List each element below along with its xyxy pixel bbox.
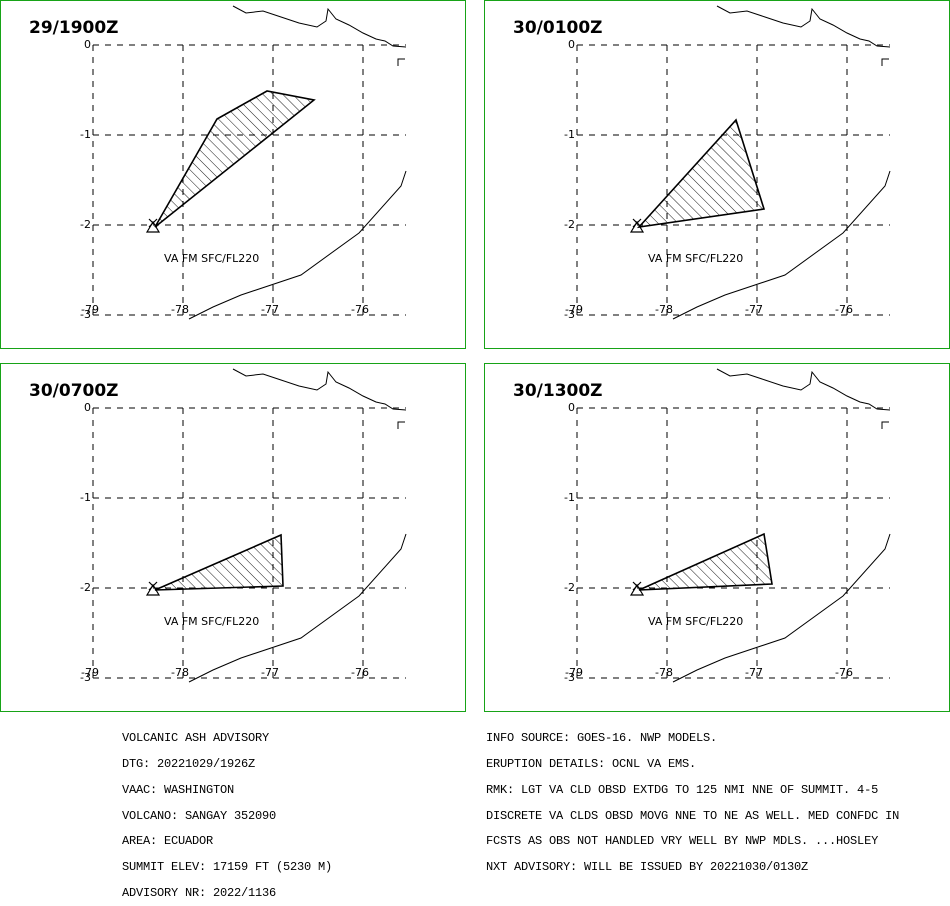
advisory-line: ERUPTION DETAILS: OCNL VA EMS. bbox=[486, 756, 697, 771]
volcano-symbol bbox=[629, 218, 645, 233]
border-line bbox=[672, 533, 891, 683]
coastline bbox=[232, 368, 407, 411]
y-tick-label: 0 bbox=[84, 38, 91, 51]
border-line bbox=[188, 533, 407, 683]
y-tick-label: -3 bbox=[80, 671, 91, 684]
advisory-line: VOLCANIC ASH ADVISORY bbox=[122, 731, 270, 746]
x-tick-label: -78 bbox=[655, 666, 673, 679]
map-panel-4: 30/1300Z VA FM SFC/FL220 0 -1 -2 -3 -79 … bbox=[484, 363, 950, 712]
y-tick-label: -3 bbox=[80, 308, 91, 321]
advisory-line: DTG: 20221029/1926Z bbox=[122, 756, 256, 771]
y-tick-label: 0 bbox=[568, 38, 575, 51]
x-tick-label: -78 bbox=[171, 666, 189, 679]
x-tick-label: -76 bbox=[351, 666, 369, 679]
coastline bbox=[716, 5, 891, 48]
volcano-symbol bbox=[145, 218, 161, 233]
ash-cloud-polygon bbox=[636, 118, 766, 229]
y-tick-label: 0 bbox=[568, 401, 575, 414]
map-panel-3: 30/0700Z VA FM SFC/FL220 0 -1 -2 -3 -79 … bbox=[0, 363, 466, 712]
advisory-line: DISCRETE VA CLDS OBSD MOVG NNE TO NE AS … bbox=[486, 808, 900, 823]
map-canvas bbox=[92, 5, 407, 320]
volcano-symbol bbox=[629, 581, 645, 596]
x-tick-label: -79 bbox=[565, 666, 583, 679]
x-tick-label: -77 bbox=[261, 666, 279, 679]
x-tick-label: -78 bbox=[171, 303, 189, 316]
advisory-line: VAAC: WASHINGTON bbox=[122, 782, 235, 797]
coastline-fragment bbox=[397, 421, 405, 429]
advisory-line: RMK: LGT VA CLD OBSD EXTDG TO 125 NMI NN… bbox=[486, 782, 879, 797]
grid-lines bbox=[576, 407, 890, 679]
y-tick-label: -1 bbox=[564, 128, 575, 141]
x-tick-label: -77 bbox=[745, 303, 763, 316]
panel-time-label: 30/0100Z bbox=[513, 18, 603, 38]
y-tick-label: -2 bbox=[564, 218, 575, 231]
y-tick-label: 0 bbox=[84, 401, 91, 414]
coastline-fragment bbox=[881, 421, 889, 429]
y-tick-label: -2 bbox=[564, 581, 575, 594]
y-tick-label: -1 bbox=[564, 491, 575, 504]
coastline-fragment bbox=[397, 58, 405, 66]
map-panel-1: 29/1900Z VA FM SFC/FL220 0 -1 -2 -3 -79 … bbox=[0, 0, 466, 349]
x-tick-label: -77 bbox=[745, 666, 763, 679]
y-tick-label: -2 bbox=[80, 581, 91, 594]
va-level-label: VA FM SFC/FL220 bbox=[164, 252, 260, 265]
ash-cloud-polygon bbox=[154, 533, 284, 591]
y-tick-label: -1 bbox=[80, 491, 91, 504]
border-line bbox=[188, 170, 407, 320]
y-tick-label: -3 bbox=[564, 671, 575, 684]
advisory-line: ADVISORY NR: 2022/1136 bbox=[122, 885, 277, 900]
advisory-line: INFO SOURCE: GOES-16. NWP MODELS. bbox=[486, 731, 718, 746]
x-tick-label: -76 bbox=[835, 303, 853, 316]
advisory-line: SUMMIT ELEV: 17159 FT (5230 M) bbox=[122, 860, 333, 875]
ash-cloud-polygon bbox=[638, 532, 773, 591]
y-tick-label: -1 bbox=[80, 128, 91, 141]
advisory-line: NXT ADVISORY: WILL BE ISSUED BY 20221030… bbox=[486, 860, 809, 875]
advisory-remarks-block: INFO SOURCE: GOES-16. NWP MODELS. ERUPTI… bbox=[486, 717, 899, 880]
coastline-fragment bbox=[881, 58, 889, 66]
border-line bbox=[672, 170, 891, 320]
panel-time-label: 29/1900Z bbox=[29, 18, 119, 38]
grid-lines bbox=[92, 407, 406, 679]
coastline bbox=[716, 368, 891, 411]
advisory-line: AREA: ECUADOR bbox=[122, 834, 214, 849]
map-canvas bbox=[576, 5, 891, 320]
advisory-line: VOLCANO: SANGAY 352090 bbox=[122, 808, 277, 823]
advisory-line: FCSTS AS OBS NOT HANDLED VRY WELL BY NWP… bbox=[486, 834, 879, 849]
x-tick-label: -79 bbox=[81, 303, 99, 316]
map-canvas bbox=[92, 368, 407, 683]
map-canvas bbox=[576, 368, 891, 683]
y-tick-label: -2 bbox=[80, 218, 91, 231]
va-level-label: VA FM SFC/FL220 bbox=[648, 252, 744, 265]
volcano-symbol bbox=[145, 581, 161, 596]
x-tick-label: -79 bbox=[81, 666, 99, 679]
x-tick-label: -77 bbox=[261, 303, 279, 316]
y-tick-label: -3 bbox=[564, 308, 575, 321]
va-level-label: VA FM SFC/FL220 bbox=[648, 615, 744, 628]
ash-cloud-polygon bbox=[154, 90, 316, 228]
x-tick-label: -76 bbox=[351, 303, 369, 316]
x-tick-label: -79 bbox=[565, 303, 583, 316]
x-tick-label: -78 bbox=[655, 303, 673, 316]
panel-time-label: 30/1300Z bbox=[513, 381, 603, 401]
va-level-label: VA FM SFC/FL220 bbox=[164, 615, 260, 628]
x-tick-label: -76 bbox=[835, 666, 853, 679]
map-panel-2: 30/0100Z VA FM SFC/FL220 0 -1 -2 -3 -79 … bbox=[484, 0, 950, 349]
coastline bbox=[232, 5, 407, 48]
panel-time-label: 30/0700Z bbox=[29, 381, 119, 401]
grid-lines bbox=[92, 44, 406, 316]
